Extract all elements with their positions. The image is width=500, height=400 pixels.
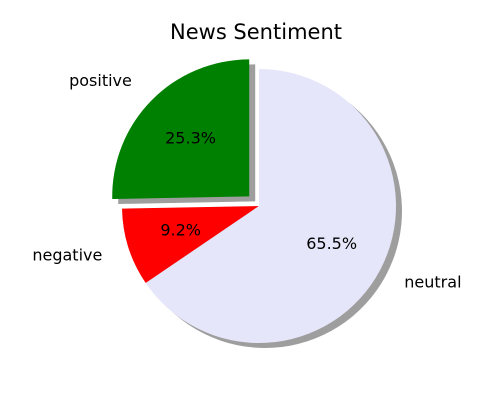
slice-neutral	[145, 69, 396, 344]
slices	[112, 59, 396, 344]
pct-label-negative: 9.2%	[160, 220, 201, 239]
slice-labels: positive 25.3% negative 9.2% neutral 65.5%	[32, 71, 461, 292]
slice-label-positive: positive	[69, 71, 132, 90]
slice-positive	[112, 59, 250, 199]
pct-label-neutral: 65.5%	[306, 234, 357, 253]
slice-label-neutral: neutral	[404, 272, 461, 291]
slice-negative	[122, 206, 260, 284]
pct-label-positive: 25.3%	[165, 128, 216, 147]
slice-label-negative: negative	[32, 245, 102, 264]
chart-title: News Sentiment	[170, 20, 342, 44]
